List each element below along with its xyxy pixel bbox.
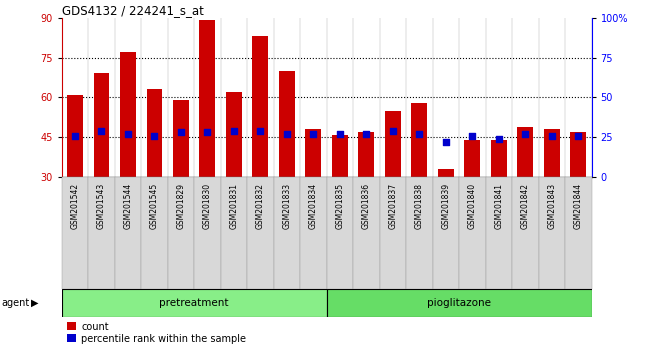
Text: GSM201839: GSM201839 (441, 183, 450, 229)
Text: GSM201833: GSM201833 (282, 183, 291, 229)
Point (202, 130, 213, 135)
Point (308, 131, 318, 137)
Bar (486, 177, 512, 289)
Bar (67, 95, 83, 257)
Point (70, 133, 80, 138)
Point (255, 128, 266, 133)
Bar (62, 289, 326, 317)
Point (96, 128, 107, 133)
Text: GSM201835: GSM201835 (335, 183, 345, 229)
Bar (194, 177, 221, 289)
Bar (326, 289, 592, 317)
Bar (517, 127, 533, 257)
Point (387, 128, 398, 133)
Bar (168, 177, 194, 289)
Text: GSM201836: GSM201836 (362, 183, 371, 229)
Bar (512, 177, 538, 289)
Point (176, 130, 186, 135)
Point (150, 133, 160, 138)
Bar (94, 73, 109, 257)
Text: GSM201831: GSM201831 (229, 183, 239, 229)
Point (573, 133, 584, 138)
Text: ▶: ▶ (31, 298, 39, 308)
Bar (411, 103, 427, 257)
Bar (274, 177, 300, 289)
Bar (353, 177, 380, 289)
Text: GDS4132 / 224241_s_at: GDS4132 / 224241_s_at (62, 4, 203, 17)
Bar (115, 177, 141, 289)
Bar (306, 129, 321, 257)
Bar (438, 169, 454, 257)
Bar (141, 177, 168, 289)
Bar (538, 177, 565, 289)
Text: pioglitazone: pioglitazone (427, 298, 491, 308)
Bar (221, 177, 247, 289)
Text: GSM201542: GSM201542 (70, 183, 79, 229)
Bar (544, 129, 560, 257)
Text: GSM201838: GSM201838 (415, 183, 424, 229)
Bar (332, 135, 348, 257)
Bar (120, 52, 136, 257)
Text: GSM201843: GSM201843 (547, 183, 556, 229)
Point (547, 133, 557, 138)
Bar (406, 177, 433, 289)
Point (493, 136, 504, 142)
Text: GSM201844: GSM201844 (574, 183, 583, 229)
Point (414, 131, 424, 137)
Point (520, 131, 530, 137)
Bar (385, 110, 401, 257)
Text: GSM201837: GSM201837 (388, 183, 397, 229)
Bar (88, 177, 115, 289)
Bar (279, 71, 295, 257)
Point (467, 133, 478, 138)
Point (123, 131, 133, 137)
Bar (252, 36, 268, 257)
Bar (358, 132, 374, 257)
Bar (247, 177, 274, 289)
Legend: count, percentile rank within the sample: count, percentile rank within the sample (66, 322, 246, 344)
Bar (570, 132, 586, 257)
Text: pretreatment: pretreatment (159, 298, 229, 308)
Bar (459, 177, 486, 289)
Text: agent: agent (1, 298, 29, 308)
Point (229, 128, 239, 133)
Bar (491, 140, 507, 257)
Bar (146, 89, 162, 257)
Point (335, 131, 345, 137)
Point (281, 131, 292, 137)
Bar (464, 140, 480, 257)
Text: GSM201841: GSM201841 (494, 183, 503, 229)
Bar (300, 177, 327, 289)
Bar (380, 177, 406, 289)
Text: GSM201544: GSM201544 (124, 183, 133, 229)
Text: GSM201834: GSM201834 (309, 183, 318, 229)
Bar (226, 92, 242, 257)
Text: GSM201829: GSM201829 (176, 183, 185, 229)
Bar (173, 100, 189, 257)
Text: GSM201830: GSM201830 (203, 183, 212, 229)
Bar (200, 21, 215, 257)
Point (361, 131, 372, 137)
Text: GSM201832: GSM201832 (256, 183, 265, 229)
Text: GSM201842: GSM201842 (521, 183, 530, 229)
Text: GSM201840: GSM201840 (468, 183, 477, 229)
Text: GSM201545: GSM201545 (150, 183, 159, 229)
Bar (62, 177, 88, 289)
Bar (433, 177, 459, 289)
Point (441, 139, 451, 145)
Bar (326, 177, 353, 289)
Text: GSM201543: GSM201543 (97, 183, 106, 229)
Bar (565, 177, 592, 289)
